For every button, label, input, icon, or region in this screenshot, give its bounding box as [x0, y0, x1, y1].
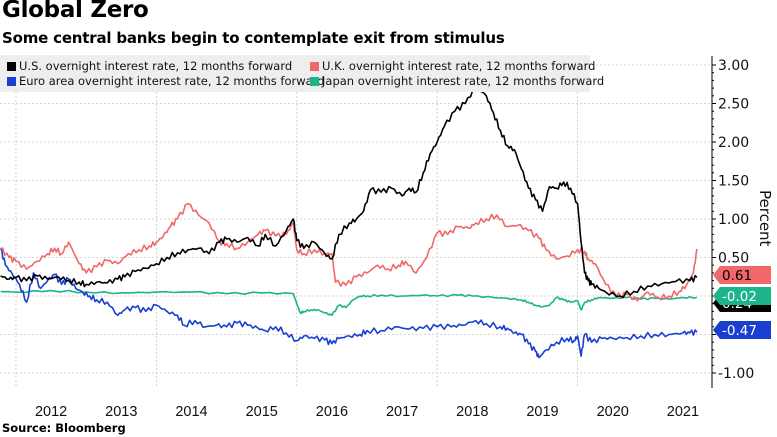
y-tick-label: 2.50 — [718, 97, 749, 113]
japan-rate-line — [0, 289, 698, 317]
chart-subtitle: Some central banks begin to contemplate … — [2, 29, 505, 47]
chart-title: Global Zero — [2, 0, 149, 23]
y-tick-label: 1.00 — [718, 212, 749, 228]
x-tick-label: 2016 — [316, 404, 348, 420]
y-tick-label: 3.00 — [718, 58, 749, 74]
x-tick-label: 2015 — [246, 404, 278, 420]
legend-label-uk: U.K. overnight interest rate, 12 months … — [322, 59, 596, 73]
end-label-value: -0.47 — [722, 323, 757, 339]
end-label-flag — [713, 287, 771, 305]
x-tick-label: 2017 — [386, 404, 418, 420]
legend-label-euro: Euro area overnight interest rate, 12 mo… — [19, 74, 325, 88]
x-tick-label: 2021 — [667, 404, 699, 420]
x-tick-label: 2019 — [526, 404, 558, 420]
end-label-value: 0.61 — [722, 268, 752, 284]
legend-swatch-uk — [310, 62, 319, 71]
y-axis: 3.00 2.50 2.00 1.50 1.00 0.50 -1.00 — [711, 56, 754, 388]
legend-item-us: U.S. overnight interest rate, 12 months … — [7, 59, 292, 73]
legend: U.S. overnight interest rate, 12 months … — [0, 55, 604, 92]
end-label-value: -0.02 — [722, 289, 757, 305]
legend-label-us: U.S. overnight interest rate, 12 months … — [19, 59, 293, 73]
x-axis-labels: 2012 2013 2014 2015 2016 2017 2018 2019 2020 2021 — [35, 404, 699, 420]
legend-item-uk: U.K. overnight interest rate, 12 months … — [310, 59, 595, 73]
source-note: Source: Bloomberg — [2, 421, 126, 435]
x-tick-label: 2013 — [105, 404, 137, 420]
end-label-uk: 0.61 — [713, 266, 771, 284]
legend-swatch-euro — [7, 77, 16, 86]
x-tick-label: 2018 — [456, 404, 488, 420]
x-tick-label: 2014 — [175, 404, 207, 420]
series-lines — [0, 85, 698, 359]
y-tick-label: -1.00 — [718, 366, 754, 382]
legend-swatch-us — [7, 62, 16, 71]
legend-label-japan: Japan overnight interest rate, 12 months… — [322, 74, 605, 88]
legend-item-euro: Euro area overnight interest rate, 12 mo… — [7, 74, 325, 88]
euro-rate-line — [0, 247, 698, 359]
uk-rate-line — [0, 202, 698, 302]
y-tick-label: 2.00 — [718, 135, 749, 151]
end-label-japan: -0.02 — [713, 287, 771, 305]
end-value-labels: 0.610.24-0.02-0.47 — [713, 266, 771, 339]
end-label-flag — [713, 266, 771, 284]
y-tick-label: 1.50 — [718, 174, 749, 190]
y-tick-label: 0.50 — [718, 251, 749, 267]
y-axis-title: Percent — [756, 190, 774, 247]
end-label-flag — [713, 321, 771, 339]
x-tick-label: 2012 — [35, 404, 67, 420]
legend-swatch-japan — [310, 77, 319, 86]
x-tick-label: 2020 — [597, 404, 629, 420]
legend-item-japan: Japan overnight interest rate, 12 months… — [310, 74, 604, 88]
us-rate-line — [0, 85, 698, 299]
end-label-euro: -0.47 — [713, 321, 771, 339]
